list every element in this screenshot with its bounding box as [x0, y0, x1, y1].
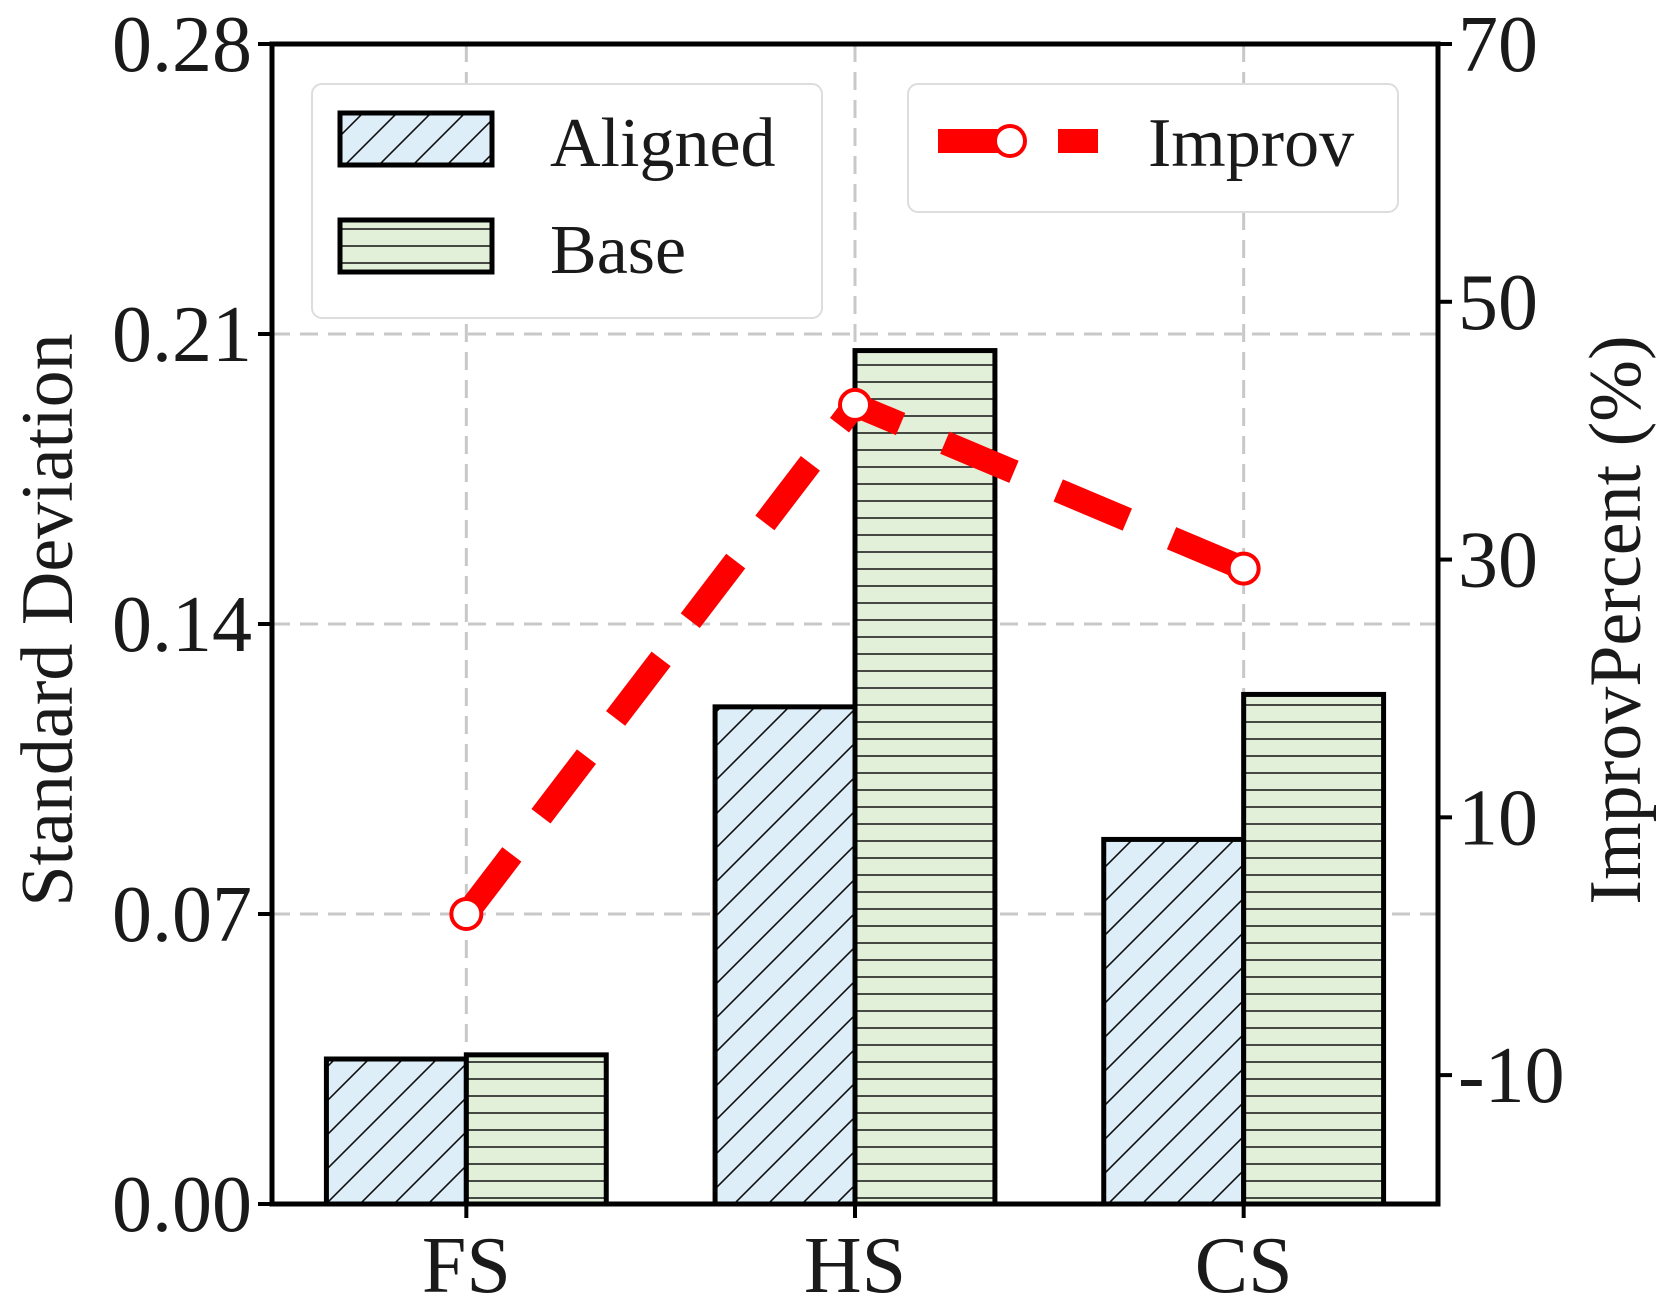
y-axis-label: Standard Deviation: [7, 333, 89, 906]
bar-base-fs: [463, 1052, 609, 1207]
legend-line: Improv: [907, 83, 1399, 213]
bar-base-hs: [852, 348, 998, 1207]
bar-aligned-fs: [323, 1056, 469, 1207]
y-tick-label-right: 10: [1458, 774, 1538, 862]
y-tick-label-left: 0.28: [112, 1, 252, 89]
improv-point-cs: [1226, 551, 1261, 586]
y-tick-label-right: 50: [1458, 259, 1538, 347]
legend-line-box: [907, 83, 1399, 213]
y-tick-label-right: 30: [1458, 517, 1538, 605]
legend-label-base: Base: [550, 212, 686, 289]
legend-label-improv: Improv: [1148, 105, 1354, 182]
x-axis: FS HS CS: [422, 1204, 1293, 1310]
y-axis-right-label: ImprovPercent (%): [1575, 335, 1657, 904]
bar-aligned-cs: [1101, 836, 1247, 1207]
legend-bars: Aligned Base: [311, 83, 823, 319]
improv-point-hs: [838, 387, 872, 422]
legend-label-aligned: Aligned: [550, 105, 776, 182]
y-axis-right: -10 10 30 50 70: [1438, 1, 1565, 1120]
improv-point-fs: [449, 897, 484, 931]
bar-aligned-hs: [712, 704, 858, 1207]
y-tick-label-left: 0.14: [112, 581, 252, 669]
improv-line: [449, 387, 1261, 931]
y-tick-label-left: 0.00: [112, 1161, 252, 1249]
x-tick-label: FS: [422, 1222, 511, 1310]
bars: [323, 348, 1387, 1207]
y-tick-label-left: 0.21: [112, 291, 252, 379]
legend-line-marker: [993, 124, 1027, 158]
y-tick-label-right: -10: [1458, 1032, 1565, 1120]
bar-base-cs: [1241, 691, 1387, 1207]
y-axis-left: 0.00 0.07 0.14 0.21 0.28: [112, 1, 272, 1249]
y-tick-label-right: 70: [1458, 1, 1538, 89]
x-tick-label: HS: [804, 1222, 906, 1310]
legend-swatch-aligned: [337, 110, 495, 168]
legend-swatch-base: [337, 217, 495, 275]
y-tick-label-left: 0.07: [112, 871, 252, 959]
x-tick-label: CS: [1195, 1222, 1293, 1310]
